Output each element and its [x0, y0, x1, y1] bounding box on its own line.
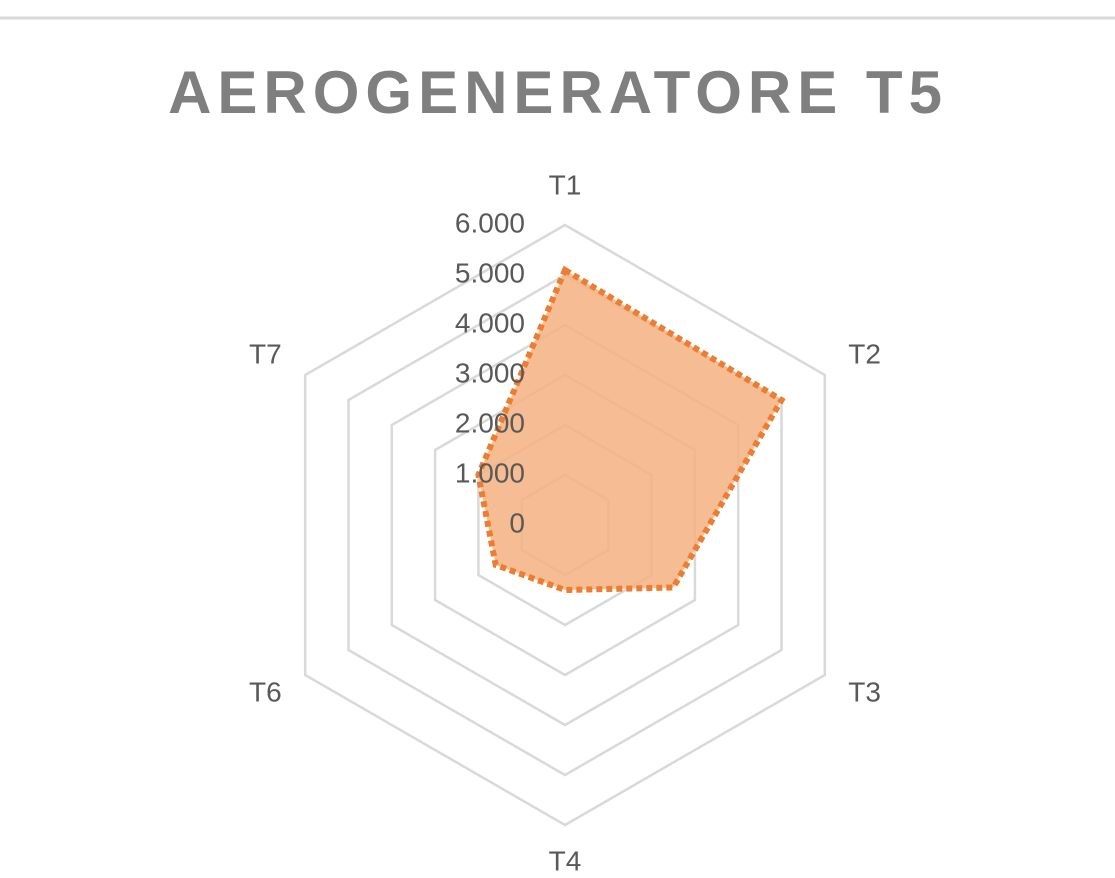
category-label: T3: [848, 676, 881, 707]
r-tick-label: 0: [509, 507, 525, 538]
data-area: [475, 265, 786, 594]
r-tick-label: 5.000: [455, 257, 525, 288]
category-label: T1: [549, 169, 582, 200]
r-tick-label: 1.000: [455, 457, 525, 488]
r-tick-label: 6.000: [455, 207, 525, 238]
category-label: T6: [249, 676, 282, 707]
chart-title: AEROGENERATORE T5: [168, 59, 948, 126]
category-label: T2: [848, 338, 881, 369]
r-tick-label: 2.000: [455, 407, 525, 438]
category-label: T4: [549, 845, 582, 876]
category-label: T7: [249, 338, 282, 369]
grid-ring: [303, 223, 827, 827]
r-tick-label: 3.000: [455, 357, 525, 388]
r-tick-label: 4.000: [455, 307, 525, 338]
